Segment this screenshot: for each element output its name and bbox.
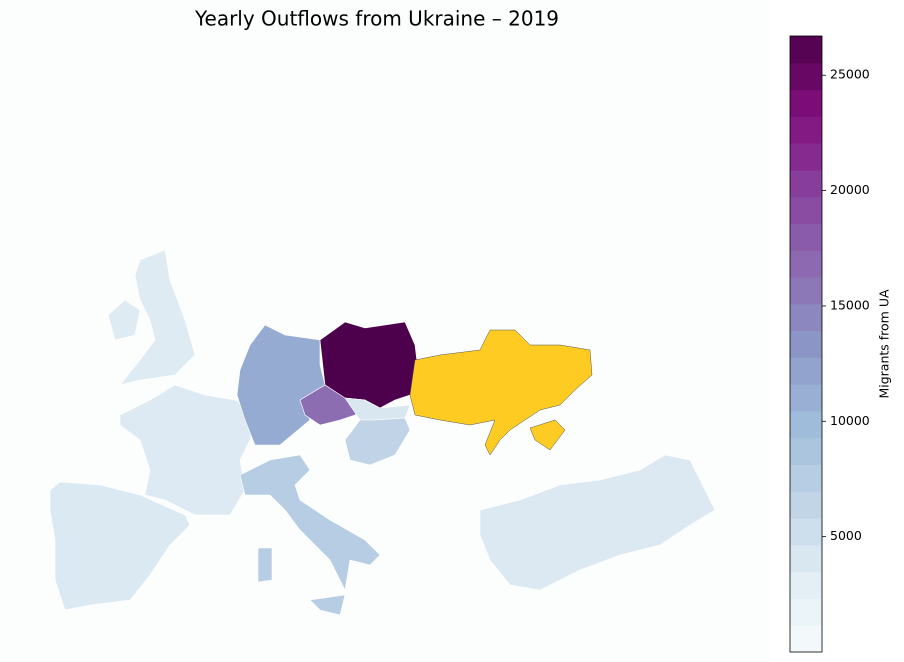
region <box>107 299 141 341</box>
region <box>236 324 326 446</box>
region <box>257 547 273 583</box>
colorbar-band <box>790 62 822 91</box>
colorbar-tick-label: 10000 <box>830 413 870 428</box>
colorbar-band <box>790 625 822 653</box>
colorbar-band <box>790 357 822 385</box>
colorbar-band <box>790 116 822 144</box>
colorbar-tick-label: 25000 <box>830 67 870 82</box>
colorbar-tick-label: 20000 <box>830 182 870 197</box>
origin-region <box>529 419 566 451</box>
colorbar-band <box>790 544 822 573</box>
colorbar-band <box>790 598 822 626</box>
region <box>344 417 411 466</box>
colorbar-tick-label: 5000 <box>830 528 862 543</box>
colorbar-band <box>790 196 822 224</box>
region <box>239 454 381 591</box>
colorbar-band <box>790 571 822 599</box>
colorbar-band <box>790 36 822 64</box>
region <box>49 481 191 611</box>
colorbar-band <box>790 169 822 198</box>
colorbar: 5000 10000 15000 20000 25000 <box>790 36 870 653</box>
colorbar-band <box>790 223 822 251</box>
colorbar-band <box>790 250 822 278</box>
region <box>119 249 196 386</box>
colorbar-tick-label: 15000 <box>830 297 870 312</box>
colorbar-band <box>790 491 822 519</box>
region <box>299 384 366 426</box>
chart-title: Yearly Outflows from Ukraine – 2019 <box>194 7 559 31</box>
colorbar-band <box>790 143 822 171</box>
colorbar-band <box>790 384 822 412</box>
region <box>309 594 346 616</box>
colorbar-band <box>790 410 822 439</box>
colorbar-label: Migrants from UA <box>877 289 892 399</box>
colorbar-band <box>790 518 822 546</box>
colorbar-band <box>790 464 822 492</box>
colorbar-band <box>790 437 822 466</box>
origin-region <box>409 329 593 456</box>
colorbar-band <box>790 277 822 305</box>
map <box>49 249 716 616</box>
colorbar-band <box>790 330 822 358</box>
colorbar-band <box>790 89 822 117</box>
colorbar-frame <box>789 35 823 653</box>
region <box>479 454 716 591</box>
colorbar-band <box>790 303 822 332</box>
